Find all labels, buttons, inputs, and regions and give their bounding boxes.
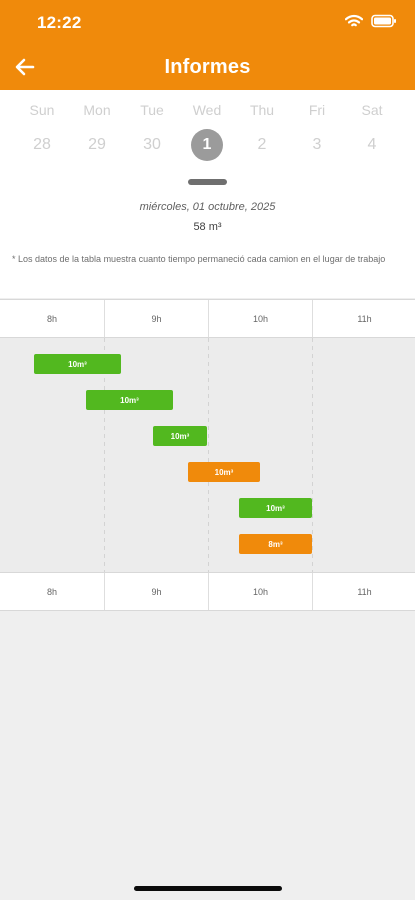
table-note: * Los datos de la tabla muestra cuanto t… xyxy=(12,254,386,264)
day-30[interactable]: 30 xyxy=(143,136,161,153)
truck-bar[interactable]: 10m³ xyxy=(34,354,121,374)
back-arrow-icon[interactable] xyxy=(14,56,36,78)
hour-9h-footer: 9h xyxy=(104,573,208,610)
hour-8h-header: 8h xyxy=(46,313,57,324)
grid-line-9h xyxy=(104,338,105,572)
status-time: 12:22 xyxy=(37,13,82,32)
page-title: Informes xyxy=(164,56,251,78)
truck-bar[interactable]: 10m³ xyxy=(239,498,312,518)
weekday-row: Sun Mon Tue Wed Thu Fri Sat xyxy=(0,102,415,132)
day-4[interactable]: 4 xyxy=(367,136,377,153)
day-29[interactable]: 29 xyxy=(88,136,106,153)
weekday-tue: Tue xyxy=(140,102,164,118)
truck-bar[interactable]: 10m³ xyxy=(188,462,260,482)
timeline-header: 8h 9h 10h 11h xyxy=(0,299,415,338)
weekday-mon: Mon xyxy=(83,102,111,118)
calendar-card: Sun Mon Tue Wed Thu Fri Sat 28 29 30 1 2… xyxy=(0,90,415,298)
day-2[interactable]: 2 xyxy=(257,136,267,153)
day-3[interactable]: 3 xyxy=(312,136,322,153)
timeline-footer: 8h 9h 10h 11h xyxy=(0,572,415,611)
day-28[interactable]: 28 xyxy=(33,136,51,153)
selected-day-indicator xyxy=(191,129,223,161)
hour-11h-header: 11h xyxy=(312,300,415,337)
selected-date-text: miércoles, 01 octubre, 2025 xyxy=(139,201,276,213)
weekday-wed: Wed xyxy=(192,102,222,118)
truck-bar[interactable]: 10m³ xyxy=(153,426,207,446)
total-volume-text: 58 m³ xyxy=(193,221,222,233)
battery-icon xyxy=(371,14,397,28)
weekday-sat: Sat xyxy=(361,102,383,118)
day-1[interactable]: 1 xyxy=(202,136,212,153)
hour-8h-footer: 8h xyxy=(46,586,57,597)
day-number-row: 28 29 30 1 2 3 4 xyxy=(0,128,415,158)
home-indicator xyxy=(134,886,282,891)
truck-bar[interactable]: 10m³ xyxy=(86,390,173,410)
drag-handle[interactable] xyxy=(188,179,227,185)
weekday-fri: Fri xyxy=(308,102,326,118)
grid-line-10h xyxy=(208,338,209,572)
weekday-sun: Sun xyxy=(29,102,55,118)
top-app-bar: 12:22 Informes xyxy=(0,0,415,90)
grid-line-11h xyxy=(312,338,313,572)
hour-11h-footer: 11h xyxy=(312,573,415,610)
weekday-thu: Thu xyxy=(249,102,275,118)
back-button[interactable] xyxy=(10,52,40,82)
timeline-body: 10m³ 10m³ 10m³ 10m³ 10m³ 8m³ xyxy=(0,338,415,572)
truck-bar[interactable]: 8m³ xyxy=(239,534,312,554)
hour-9h-header: 9h xyxy=(104,300,208,337)
hour-10h-header: 10h xyxy=(208,300,312,337)
wifi-icon xyxy=(345,14,363,28)
hour-10h-footer: 10h xyxy=(208,573,312,610)
status-icons xyxy=(345,14,397,28)
